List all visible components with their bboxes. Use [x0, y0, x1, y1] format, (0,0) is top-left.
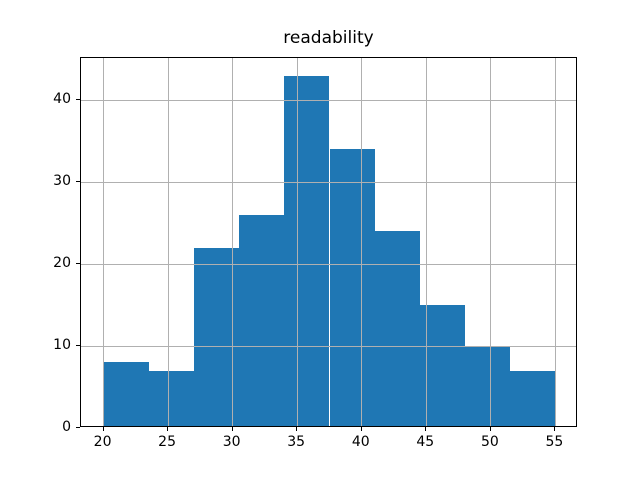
y-tick-label: 30: [53, 173, 71, 190]
gridline-vertical: [296, 58, 298, 426]
gridline-vertical: [554, 58, 556, 426]
x-tick-mark: [167, 427, 169, 431]
gridline-vertical: [232, 58, 234, 426]
x-tick-mark: [231, 427, 233, 431]
y-tick-mark: [76, 181, 80, 183]
histogram-bar: [239, 214, 285, 426]
y-tick-mark: [76, 427, 80, 428]
x-tick-mark: [102, 427, 104, 431]
plot-area: [80, 57, 577, 427]
x-tick-label: 55: [545, 434, 564, 450]
x-tick-mark: [425, 427, 427, 431]
gridline-vertical: [361, 58, 363, 426]
histogram-bar: [284, 75, 330, 426]
gridline-vertical: [425, 58, 427, 426]
gridline-horizontal: [81, 345, 576, 347]
gridline-vertical: [490, 58, 492, 426]
histogram-bar: [465, 346, 511, 426]
gridline-horizontal: [81, 263, 576, 265]
y-tick-label: 40: [53, 91, 71, 108]
gridline-vertical: [103, 58, 105, 426]
x-tick-label: 50: [480, 434, 499, 450]
x-tick-mark: [296, 427, 298, 431]
y-tick-label: 20: [53, 255, 71, 272]
y-tick-mark: [76, 99, 80, 101]
x-tick-label: 20: [93, 434, 112, 450]
histogram-bar: [510, 370, 556, 426]
gridline-vertical: [167, 58, 169, 426]
y-tick-mark: [76, 263, 80, 265]
x-tick-label: 45: [416, 434, 435, 450]
x-tick-mark: [554, 427, 556, 431]
x-tick-label: 40: [351, 434, 370, 450]
histogram-bar: [374, 231, 420, 426]
histogram-bar: [419, 305, 466, 426]
x-tick-mark: [360, 427, 362, 431]
y-tick-mark: [76, 345, 80, 347]
gridline-horizontal: [81, 99, 576, 101]
y-tick-label: 0: [62, 419, 71, 435]
x-tick-label: 35: [287, 434, 306, 450]
histogram-bar: [103, 362, 149, 426]
y-tick-label: 10: [53, 337, 71, 354]
gridline-horizontal: [81, 181, 576, 183]
x-tick-mark: [489, 427, 491, 431]
x-tick-label: 30: [222, 434, 241, 450]
histogram-bar: [148, 370, 194, 426]
histogram-bar: [194, 247, 240, 426]
chart-title: readability: [283, 28, 374, 48]
x-tick-label: 25: [158, 434, 177, 450]
histogram-bar: [329, 149, 375, 426]
